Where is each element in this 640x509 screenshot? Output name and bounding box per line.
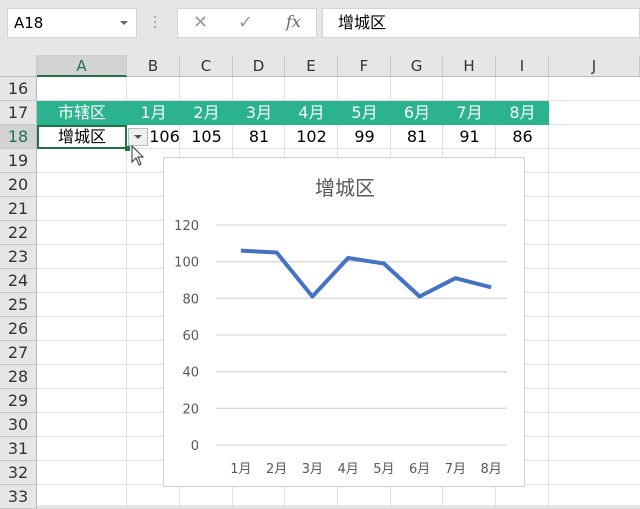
y-tick-label: 80 bbox=[182, 292, 199, 307]
table-header-cell[interactable]: 6月 bbox=[391, 101, 443, 125]
enter-icon[interactable]: ✓ bbox=[238, 12, 253, 33]
row-header-30[interactable]: 30 bbox=[0, 413, 37, 437]
name-box[interactable]: A18 bbox=[7, 8, 137, 38]
insert-function-icon[interactable]: fx bbox=[286, 12, 301, 31]
table-header-cell[interactable]: 4月 bbox=[285, 101, 338, 125]
cursor-icon bbox=[131, 145, 147, 167]
chart-title: 增城区 bbox=[315, 176, 375, 200]
column-header-A[interactable]: A bbox=[37, 55, 127, 77]
line-chart[interactable]: 增城区 0 20 40 60 80 100 120 1月 2月 3月 4月 5月 6月 7月 8月 bbox=[163, 157, 525, 487]
row-header-27[interactable]: 27 bbox=[0, 341, 37, 365]
x-tick-label: 1月 bbox=[230, 462, 251, 477]
table-cell[interactable]: 86 bbox=[496, 125, 549, 149]
formula-buttons: ✕ ✓ fx bbox=[177, 8, 317, 38]
y-tick-label: 60 bbox=[182, 329, 199, 344]
x-tick-label: 6月 bbox=[409, 462, 430, 477]
column-header-I[interactable]: I bbox=[496, 55, 549, 77]
table-header-cell[interactable]: 8月 bbox=[496, 101, 549, 125]
table-cell[interactable]: 增城区 bbox=[37, 125, 127, 149]
table-cell[interactable]: 91 bbox=[443, 125, 496, 149]
x-tick-label: 2月 bbox=[266, 462, 287, 477]
row-header-16[interactable]: 16 bbox=[0, 77, 37, 101]
row-header-22[interactable]: 22 bbox=[0, 221, 37, 245]
row-header-24[interactable]: 24 bbox=[0, 269, 37, 293]
row-header-32[interactable]: 32 bbox=[0, 461, 37, 485]
row-header-28[interactable]: 28 bbox=[0, 365, 37, 389]
table-cell[interactable]: 81 bbox=[391, 125, 443, 149]
column-header-B[interactable]: B bbox=[127, 55, 180, 77]
table-header-cell[interactable]: 市辖区 bbox=[37, 101, 127, 125]
row-header-26[interactable]: 26 bbox=[0, 317, 37, 341]
chart-svg: 增城区 0 20 40 60 80 100 120 1月 2月 3月 4月 5月 6月 7月 8月 bbox=[164, 158, 526, 488]
row-header-20[interactable]: 20 bbox=[0, 173, 37, 197]
column-header-J[interactable]: J bbox=[549, 55, 640, 77]
row-header-25[interactable]: 25 bbox=[0, 293, 37, 317]
dropdown-arrow-icon bbox=[134, 135, 142, 139]
cancel-icon[interactable]: ✕ bbox=[193, 12, 208, 33]
column-header-D[interactable]: D bbox=[233, 55, 285, 77]
name-box-value: A18 bbox=[14, 14, 43, 32]
table-cell[interactable]: 81 bbox=[233, 125, 285, 149]
y-tick-label: 120 bbox=[174, 219, 199, 234]
row-header-31[interactable]: 31 bbox=[0, 437, 37, 461]
table-cell[interactable]: 102 bbox=[285, 125, 338, 149]
row-header-23[interactable]: 23 bbox=[0, 245, 37, 269]
table-cell[interactable]: 105 bbox=[180, 125, 233, 149]
row-header-29[interactable]: 29 bbox=[0, 389, 37, 413]
y-tick-label: 0 bbox=[191, 439, 199, 454]
x-tick-label: 7月 bbox=[445, 462, 466, 477]
row-header-17[interactable]: 17 bbox=[0, 101, 37, 125]
formula-input[interactable]: 增城区 bbox=[322, 8, 640, 38]
x-tick-label: 3月 bbox=[302, 462, 323, 477]
y-tick-label: 100 bbox=[174, 256, 199, 271]
chevron-down-icon[interactable] bbox=[120, 21, 128, 25]
row-header-19[interactable]: 19 bbox=[0, 149, 37, 173]
column-header-G[interactable]: G bbox=[391, 55, 443, 77]
dropdown-button[interactable] bbox=[128, 128, 148, 146]
column-header-F[interactable]: F bbox=[338, 55, 391, 77]
x-tick-label: 8月 bbox=[480, 462, 501, 477]
data-series-line bbox=[241, 251, 491, 297]
fill-handle[interactable] bbox=[125, 146, 130, 151]
select-all-corner[interactable] bbox=[0, 55, 37, 77]
y-tick-label: 40 bbox=[182, 366, 199, 381]
y-tick-label: 20 bbox=[182, 402, 199, 417]
table-header-cell[interactable]: 7月 bbox=[443, 101, 496, 125]
table-header-cell[interactable]: 1月 bbox=[127, 101, 180, 125]
x-tick-label: 4月 bbox=[337, 462, 358, 477]
column-header-E[interactable]: E bbox=[285, 55, 338, 77]
row-header-33[interactable]: 33 bbox=[0, 485, 37, 509]
column-header-C[interactable]: C bbox=[180, 55, 233, 77]
table-header-cell[interactable]: 5月 bbox=[338, 101, 391, 125]
row-header-18[interactable]: 18 bbox=[0, 125, 37, 149]
table-header-cell[interactable]: 3月 bbox=[233, 101, 285, 125]
column-header-H[interactable]: H bbox=[443, 55, 496, 77]
table-cell[interactable]: 99 bbox=[338, 125, 391, 149]
drag-handle-icon[interactable] bbox=[154, 13, 157, 33]
row-header-21[interactable]: 21 bbox=[0, 197, 37, 221]
x-tick-label: 5月 bbox=[373, 462, 394, 477]
table-header-cell[interactable]: 2月 bbox=[180, 101, 233, 125]
